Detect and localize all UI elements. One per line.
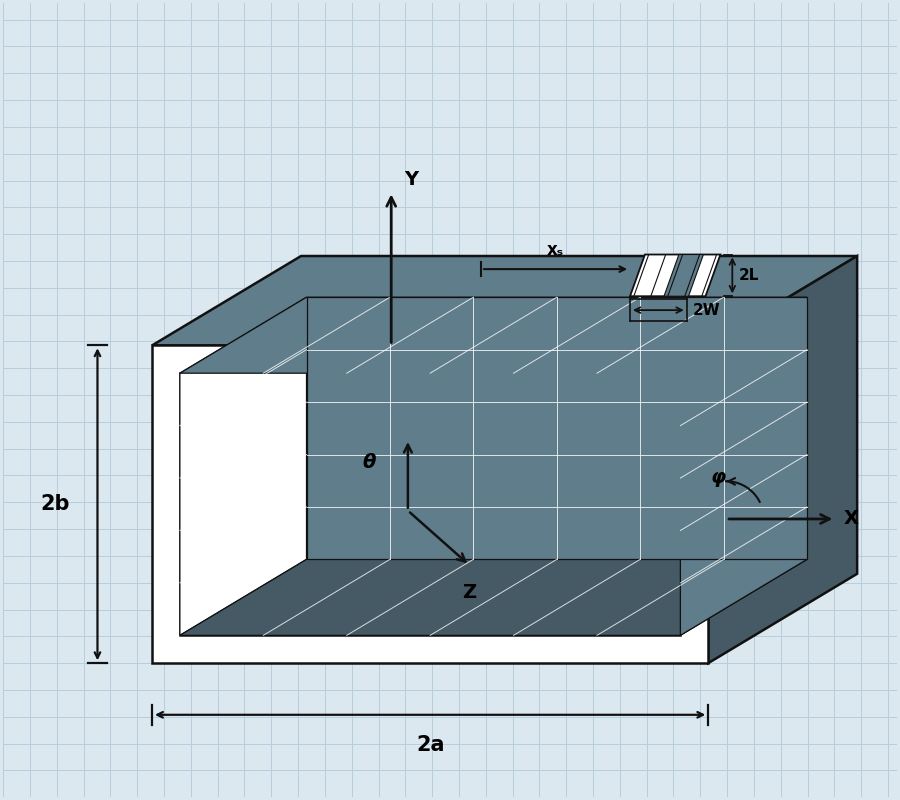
Polygon shape xyxy=(708,256,857,663)
Text: xₛ: xₛ xyxy=(547,241,564,259)
Polygon shape xyxy=(152,256,857,346)
Text: Z: Z xyxy=(463,583,476,602)
Text: Y: Y xyxy=(404,170,419,190)
Polygon shape xyxy=(180,559,807,635)
Polygon shape xyxy=(630,254,720,296)
Polygon shape xyxy=(680,298,807,635)
Text: 2b: 2b xyxy=(40,494,69,514)
Text: 2L: 2L xyxy=(738,268,759,283)
Text: X: X xyxy=(843,510,859,529)
Text: 2a: 2a xyxy=(416,734,445,754)
Polygon shape xyxy=(307,298,807,559)
Polygon shape xyxy=(152,346,708,663)
Polygon shape xyxy=(180,298,807,373)
Text: 2W: 2W xyxy=(693,302,720,318)
Polygon shape xyxy=(180,373,680,635)
Text: θ: θ xyxy=(363,454,376,473)
Polygon shape xyxy=(664,254,704,296)
Text: φ: φ xyxy=(710,468,725,486)
Polygon shape xyxy=(180,298,307,635)
